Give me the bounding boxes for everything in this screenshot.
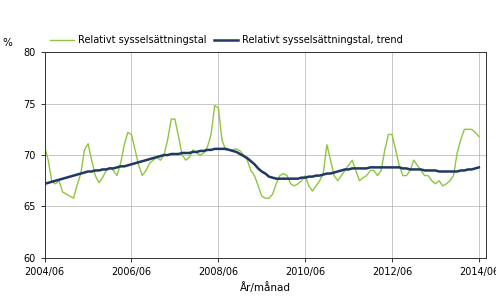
Relativt sysselsättningstal: [454, 151, 460, 155]
Relativt sysselsättningstal, trend: [338, 169, 344, 172]
Relativt sysselsättningstal, trend: [230, 149, 236, 153]
Relativt sysselsättningstal, trend: [212, 147, 218, 151]
Relativt sysselsättningstal: [147, 161, 153, 165]
Y-axis label: %: %: [2, 38, 12, 48]
Relativt sysselsättningstal: [476, 135, 482, 138]
Relativt sysselsättningstal, trend: [450, 170, 456, 173]
Relativt sysselsättningstal, trend: [42, 182, 48, 186]
Relativt sysselsättningstal: [234, 147, 240, 151]
Line: Relativt sysselsättningstal, trend: Relativt sysselsättningstal, trend: [45, 149, 479, 184]
Line: Relativt sysselsättningstal: Relativt sysselsättningstal: [45, 106, 479, 198]
Relativt sysselsättningstal, trend: [143, 158, 149, 162]
Relativt sysselsättningstal: [42, 145, 48, 149]
Relativt sysselsättningstal, trend: [476, 165, 482, 169]
Relativt sysselsättningstal, trend: [316, 174, 322, 177]
Relativt sysselsättningstal: [320, 172, 326, 175]
X-axis label: År/månad: År/månad: [240, 282, 291, 293]
Relativt sysselsättningstal: [212, 104, 218, 107]
Relativt sysselsättningstal: [342, 169, 348, 172]
Relativt sysselsättningstal: [70, 196, 76, 200]
Relativt sysselsättningstal, trend: [85, 170, 91, 173]
Relativt sysselsättningstal: [89, 158, 95, 162]
Legend: Relativt sysselsättningstal, Relativt sysselsättningstal, trend: Relativt sysselsättningstal, Relativt sy…: [50, 35, 403, 45]
